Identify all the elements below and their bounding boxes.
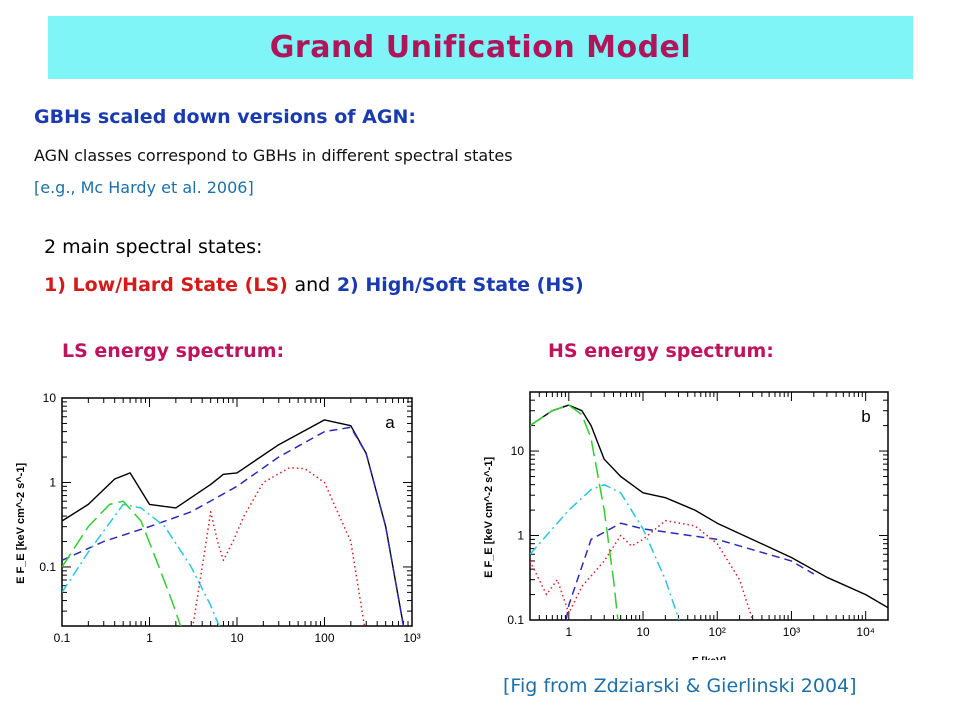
hs-panel-heading: HS energy spectrum: bbox=[548, 340, 774, 362]
hs-chart-series-long-dash bbox=[530, 404, 619, 620]
ls-chart-y-tick-label: 1 bbox=[49, 475, 56, 489]
ls-chart-series-dash-dot bbox=[62, 503, 220, 626]
intro-line: AGN classes correspond to GBHs in differ… bbox=[34, 146, 513, 165]
states-connector: and bbox=[294, 274, 331, 296]
intro-heading: GBHs scaled down versions of AGN: bbox=[34, 106, 416, 128]
hs-chart-series-solid bbox=[530, 404, 888, 609]
ls-chart-series-solid bbox=[62, 419, 405, 626]
ls-chart-y-tick-label: 10 bbox=[43, 391, 57, 405]
hs-state-label: 2) High/Soft State (HS) bbox=[336, 274, 584, 296]
hs-chart-x-tick-label: 10⁴ bbox=[856, 625, 875, 639]
hs-chart-x-tick-label: 10³ bbox=[783, 625, 800, 639]
hs-chart-series-dashed bbox=[565, 522, 815, 620]
ls-panel-heading: LS energy spectrum: bbox=[62, 340, 285, 362]
hs-chart-plot-frame bbox=[529, 391, 889, 621]
hs-chart-panel-letter: b bbox=[861, 407, 870, 426]
figure-source: [Fig from Zdziarski & Gierlinski 2004] bbox=[503, 675, 857, 697]
states-line: 1) Low/Hard State (LS) and 2) High/Soft … bbox=[44, 274, 584, 296]
title-banner: Grand Unification Model bbox=[48, 16, 913, 79]
intro-citation: [e.g., Mc Hardy et al. 2006] bbox=[34, 178, 254, 197]
hs-chart-y-tick-label: 0.1 bbox=[507, 613, 524, 627]
hs-chart-y-axis-label: E F_E [keV cm^-2 s^-1] bbox=[483, 457, 495, 578]
ls-chart-series-dotted bbox=[192, 466, 366, 626]
ls-state-label: 1) Low/Hard State (LS) bbox=[44, 274, 288, 296]
ls-chart-x-tick-label: 0.1 bbox=[54, 631, 71, 645]
hs-chart-x-tick-label: 10 bbox=[636, 625, 650, 639]
ls-chart-panel-letter: a bbox=[385, 413, 395, 432]
ls-chart-y-axis-label: E F_E [keV cm^-2 s^-1] bbox=[15, 463, 27, 584]
states-intro: 2 main spectral states: bbox=[44, 236, 263, 258]
ls-chart-plot-frame bbox=[61, 397, 413, 627]
hs-chart-series-dash-dot bbox=[530, 483, 680, 620]
ls-chart-y-tick-label: 0.1 bbox=[39, 560, 56, 574]
ls-chart-series-long-dash bbox=[62, 500, 182, 626]
hs-chart-series-dotted bbox=[530, 519, 754, 620]
hs-chart-y-tick-label: 1 bbox=[517, 529, 524, 543]
hs-chart-x-tick-label: 10² bbox=[709, 625, 726, 639]
ls-chart-x-tick-label: 10³ bbox=[403, 631, 420, 645]
ls-chart-x-tick-label: 100 bbox=[314, 631, 334, 645]
hs-chart-y-tick-label: 10 bbox=[511, 444, 525, 458]
ls-chart-x-tick-label: 10 bbox=[230, 631, 244, 645]
hs-chart-x-axis-label: E [keV] bbox=[692, 656, 726, 660]
page-title: Grand Unification Model bbox=[269, 30, 692, 65]
ls-chart-x-tick-label: 1 bbox=[146, 631, 153, 645]
hs-spectrum-chart: 1 10 10² 10³ 10⁴ 0.1 1 10 E [keV] E F_E [keV cm^-… bbox=[483, 391, 889, 660]
ls-chart-series-dashed bbox=[62, 426, 405, 626]
hs-chart-x-tick-label: 1 bbox=[565, 625, 572, 639]
